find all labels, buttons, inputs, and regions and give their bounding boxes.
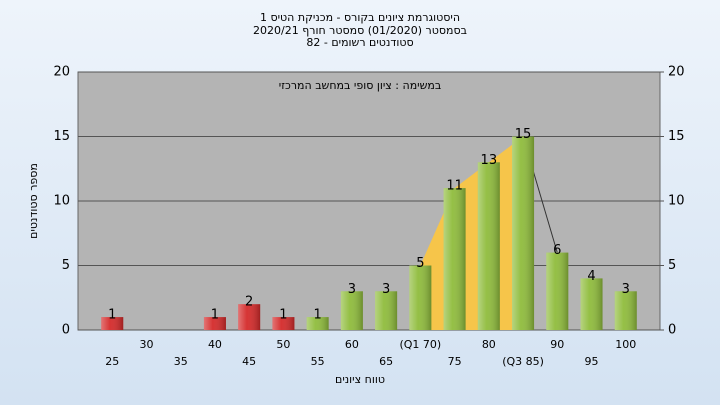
data-label: 5 [416, 256, 424, 271]
y-tick-label: 10 [53, 194, 70, 209]
data-label: 3 [382, 282, 390, 297]
bar-shine [512, 136, 535, 330]
data-label: 2 [245, 295, 253, 310]
y2-tick-label: 15 [668, 129, 685, 144]
y2-tick-label: 20 [668, 65, 685, 80]
x-tick-label: (Q1 70) [399, 338, 441, 351]
x-tick-label: 35 [174, 355, 188, 368]
bar-shine [272, 317, 295, 330]
bar-shine [306, 317, 329, 330]
bar-shine [443, 188, 466, 330]
bar-shine [580, 278, 603, 330]
x-tick-label: 40 [208, 338, 222, 351]
data-label: 3 [622, 282, 630, 297]
x-tick-label: 90 [550, 338, 564, 351]
data-label: 15 [515, 127, 532, 142]
x-tick-label: 55 [311, 355, 325, 368]
bar-shine [409, 265, 432, 330]
x-tick-label: 50 [276, 338, 290, 351]
x-tick-label: 30 [139, 338, 153, 351]
y-tick-label: 20 [53, 65, 70, 80]
data-label: 4 [587, 269, 595, 284]
y2-tick-label: 0 [668, 323, 676, 338]
bar-shine [375, 291, 398, 330]
data-label: 1 [314, 308, 322, 323]
data-label: 1 [108, 308, 116, 323]
x-tick-label: 25 [105, 355, 119, 368]
bar-shine [614, 291, 637, 330]
chart-title: היסטוגרמת ציונים בקורס - מכניקת הטיס 1 [260, 11, 460, 24]
x-tick-label: 100 [615, 338, 636, 351]
bar-shine [340, 291, 363, 330]
x-tick-label: 80 [482, 338, 496, 351]
bar-shine [546, 252, 569, 330]
bar-shine [101, 317, 124, 330]
x-tick-label: 65 [379, 355, 393, 368]
y-axis-label: מספר סטודנטים [27, 163, 40, 239]
y-tick-label: 15 [53, 129, 70, 144]
data-label: 11 [446, 179, 463, 194]
x-tick-label: 75 [448, 355, 462, 368]
bar-shine [203, 317, 226, 330]
data-label: 1 [211, 308, 219, 323]
data-label: 3 [348, 282, 356, 297]
x-tick-label: 95 [585, 355, 599, 368]
data-label: 13 [481, 153, 498, 168]
chart-subtitle: בסמסטר (01/2020) סמסטר חורף 2020/21 [253, 24, 467, 37]
x-tick-label: 60 [345, 338, 359, 351]
x-axis-label: טווח ציונים [335, 373, 385, 386]
data-label: 6 [553, 243, 561, 258]
annotation: במשימה : ציון סופי במחשב המרכזי [279, 79, 442, 92]
x-tick-label: 45 [242, 355, 256, 368]
bar-shine [477, 162, 500, 330]
y2-tick-label: 10 [668, 194, 685, 209]
chart-subtitle: סטודנטים רשומים - 82 [306, 36, 413, 49]
x-tick-label: (Q3 85) [502, 355, 544, 368]
y2-tick-label: 5 [668, 258, 676, 273]
data-label: 1 [279, 308, 287, 323]
y-tick-label: 0 [62, 323, 70, 338]
bar-shine [238, 304, 261, 330]
y-tick-label: 5 [62, 258, 70, 273]
